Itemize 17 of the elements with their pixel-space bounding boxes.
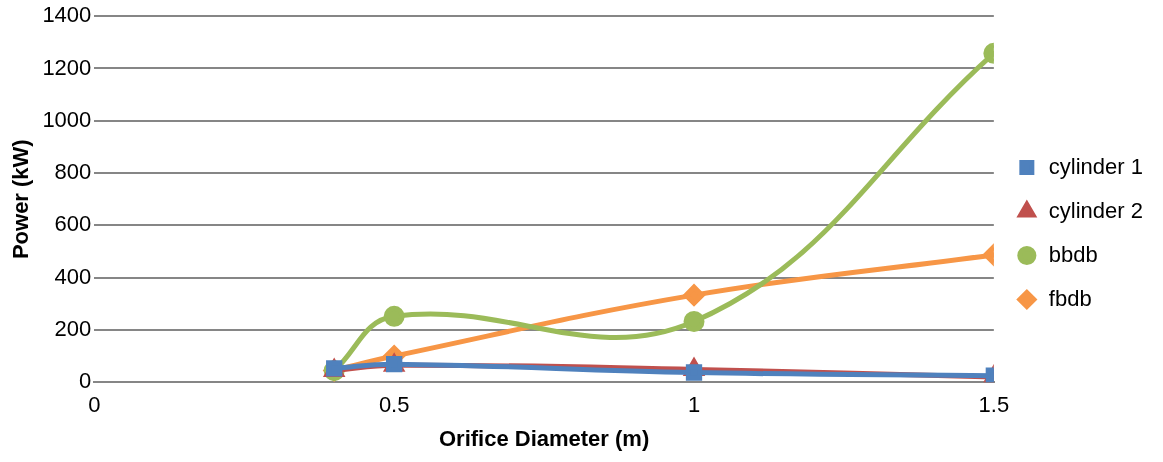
legend-label: fbdb <box>1048 285 1092 311</box>
y-tick-label: 800 <box>54 159 92 185</box>
legend-label: cylinder 1 <box>1048 153 1143 179</box>
x-axis-title: Orifice Diameter (m) <box>438 425 650 451</box>
legend-label: bbdb <box>1048 241 1098 267</box>
legend-label: cylinder 2 <box>1048 197 1143 223</box>
y-tick-label: 1400 <box>42 2 92 28</box>
y-tick-label: 200 <box>54 315 92 341</box>
y-tick-label: 600 <box>54 211 92 237</box>
x-tick-label: 1.5 <box>978 392 1010 418</box>
x-tick-label: 0.5 <box>378 392 410 418</box>
y-tick-label: 400 <box>54 263 92 289</box>
y-tick-label: 1200 <box>42 54 92 80</box>
x-tick-label: 1 <box>687 392 701 418</box>
y-tick-label: 0 <box>79 368 92 394</box>
y-tick-label: 1000 <box>42 106 92 132</box>
y-axis-title: Power (kW) <box>8 139 34 260</box>
